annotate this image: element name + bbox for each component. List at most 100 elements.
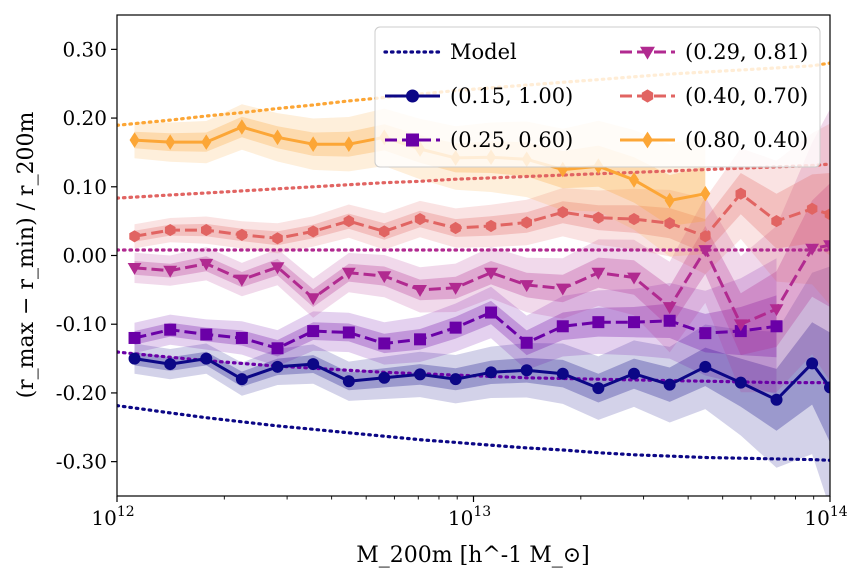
data-point-0-15-1-00: [770, 393, 783, 406]
spread-band-0-29-0-81-inner: [134, 183, 830, 356]
x-tick-label: 1013: [448, 504, 491, 530]
x-tick-label: 1012: [91, 504, 134, 530]
legend-label-0-80-0-40: (0.80, 0.40): [685, 128, 808, 152]
data-point-0-15-1-00: [307, 358, 320, 371]
data-point-0-40-0-70: [485, 219, 497, 233]
data-point-0-40-0-70: [806, 202, 818, 215]
data-point-0-15-1-00: [485, 366, 498, 379]
data-point-0-25-0-60: [235, 331, 248, 344]
data-point-0-15-1-00: [128, 352, 141, 365]
x-tick-label: 1014: [804, 504, 847, 530]
data-point-0-15-1-00: [556, 367, 569, 380]
data-point-0-15-1-00: [342, 375, 355, 388]
y-tick-label: 0.30: [62, 37, 107, 61]
data-point-0-40-0-70: [700, 230, 711, 243]
data-point-0-29-0-81: [805, 243, 820, 256]
data-point-0-40-0-70: [414, 213, 426, 226]
data-point-0-40-0-70: [272, 232, 283, 245]
data-point-0-15-1-00: [592, 382, 605, 395]
data-point-0-29-0-81: [127, 262, 142, 275]
legend-label-model: Model: [450, 40, 517, 64]
data-point-0-80-0-40: [272, 129, 283, 146]
data-point-0-15-1-00: [628, 367, 641, 380]
data-point-0-15-1-00: [806, 357, 819, 370]
data-point-0-15-1-00: [378, 371, 391, 384]
data-point-0-29-0-81: [341, 267, 356, 280]
data-point-0-40-0-70: [628, 213, 640, 226]
data-point-0-15-1-00: [520, 364, 533, 377]
data-point-0-40-0-70: [236, 228, 248, 241]
data-point-0-15-1-00: [235, 373, 248, 386]
legend-marker-0-80-0-40: [642, 131, 653, 149]
data-point-0-40-0-70: [824, 208, 830, 221]
data-point-0-40-0-70: [450, 221, 461, 235]
y-tick-label: -0.10: [56, 312, 107, 336]
legend-label-0-25-0-60: (0.25, 0.60): [450, 128, 573, 152]
data-point-0-80-0-40: [236, 119, 247, 135]
spread-band-0-15-1-00-inner: [134, 322, 830, 443]
series-line-0-29-0-81: [134, 243, 830, 326]
data-point-0-29-0-81: [270, 262, 285, 275]
y-tick-label: -0.20: [56, 381, 107, 405]
data-point-0-29-0-81: [823, 240, 830, 253]
legend-label-0-29-0-81: (0.29, 0.81): [685, 40, 808, 64]
data-point-0-15-1-00: [734, 376, 747, 389]
data-point-0-25-0-60: [342, 326, 355, 339]
data-point-0-25-0-60: [556, 320, 569, 333]
data-point-0-80-0-40: [343, 136, 354, 152]
data-point-0-15-1-00: [164, 358, 177, 371]
x-axis-label: M_200m [h^-1 M_⊙]: [356, 543, 590, 568]
data-point-0-15-1-00: [271, 360, 284, 373]
data-point-0-25-0-60: [520, 336, 533, 349]
data-point-0-15-1-00: [699, 360, 712, 373]
data-point-0-29-0-81: [519, 280, 534, 293]
data-point-0-29-0-81: [484, 267, 498, 280]
data-point-0-15-1-00: [200, 352, 213, 365]
data-point-0-25-0-60: [164, 323, 177, 336]
data-point-0-25-0-60: [128, 331, 141, 344]
y-axis: -0.30 -0.20 -0.10 0.00 0.10 0.20 0.30: [56, 37, 117, 474]
model-line-0-15-1-00: [117, 404, 830, 462]
y-tick-label: 0.10: [62, 175, 107, 199]
data-point-0-29-0-81: [413, 284, 427, 297]
data-point-0-80-0-40: [700, 185, 711, 202]
data-point-0-25-0-60: [699, 327, 712, 340]
legend-label-0-40-0-70: (0.40, 0.70): [685, 84, 808, 108]
data-point-0-29-0-81: [199, 258, 214, 271]
x-axis: 1012 1013 1014: [91, 496, 848, 530]
data-point-0-25-0-60: [414, 333, 427, 346]
data-point-0-25-0-60: [628, 316, 641, 329]
data-point-0-25-0-60: [449, 321, 462, 334]
data-point-0-80-0-40: [308, 136, 319, 152]
data-point-0-29-0-81: [698, 245, 713, 258]
legend-marker-0-40-0-70: [641, 89, 654, 103]
data-point-0-80-0-40: [201, 134, 212, 150]
data-point-0-40-0-70: [379, 225, 390, 238]
y-tick-label: 0.20: [62, 106, 107, 130]
data-point-0-29-0-81: [448, 282, 463, 295]
data-point-0-40-0-70: [557, 206, 568, 219]
data-point-0-80-0-40: [129, 132, 140, 148]
data-series: [127, 119, 830, 406]
spread-band-0-40-0-70-outer: [134, 123, 830, 305]
data-point-0-29-0-81: [627, 272, 641, 285]
data-point-0-29-0-81: [733, 319, 748, 332]
legend: Model (0.15, 1.00) (0.25, 0.60) (0.29, 0.81…: [374, 26, 821, 168]
data-point-0-29-0-81: [555, 283, 570, 296]
data-point-0-25-0-60: [485, 306, 498, 319]
data-point-0-29-0-81: [591, 267, 606, 280]
data-point-0-29-0-81: [306, 293, 321, 306]
data-point-0-40-0-70: [201, 224, 212, 237]
spread-band-0-40-0-70-inner: [134, 173, 830, 256]
data-point-0-40-0-70: [129, 230, 140, 243]
data-point-0-29-0-81: [662, 302, 677, 315]
data-point-0-25-0-60: [378, 337, 391, 350]
data-point-0-80-0-40: [664, 192, 675, 209]
data-point-0-40-0-70: [664, 217, 675, 230]
data-point-0-15-1-00: [414, 368, 427, 381]
data-point-0-15-1-00: [663, 378, 676, 391]
legend-marker-0-29-0-81: [640, 46, 655, 60]
data-point-0-25-0-60: [770, 320, 783, 333]
data-point-0-40-0-70: [307, 225, 319, 238]
